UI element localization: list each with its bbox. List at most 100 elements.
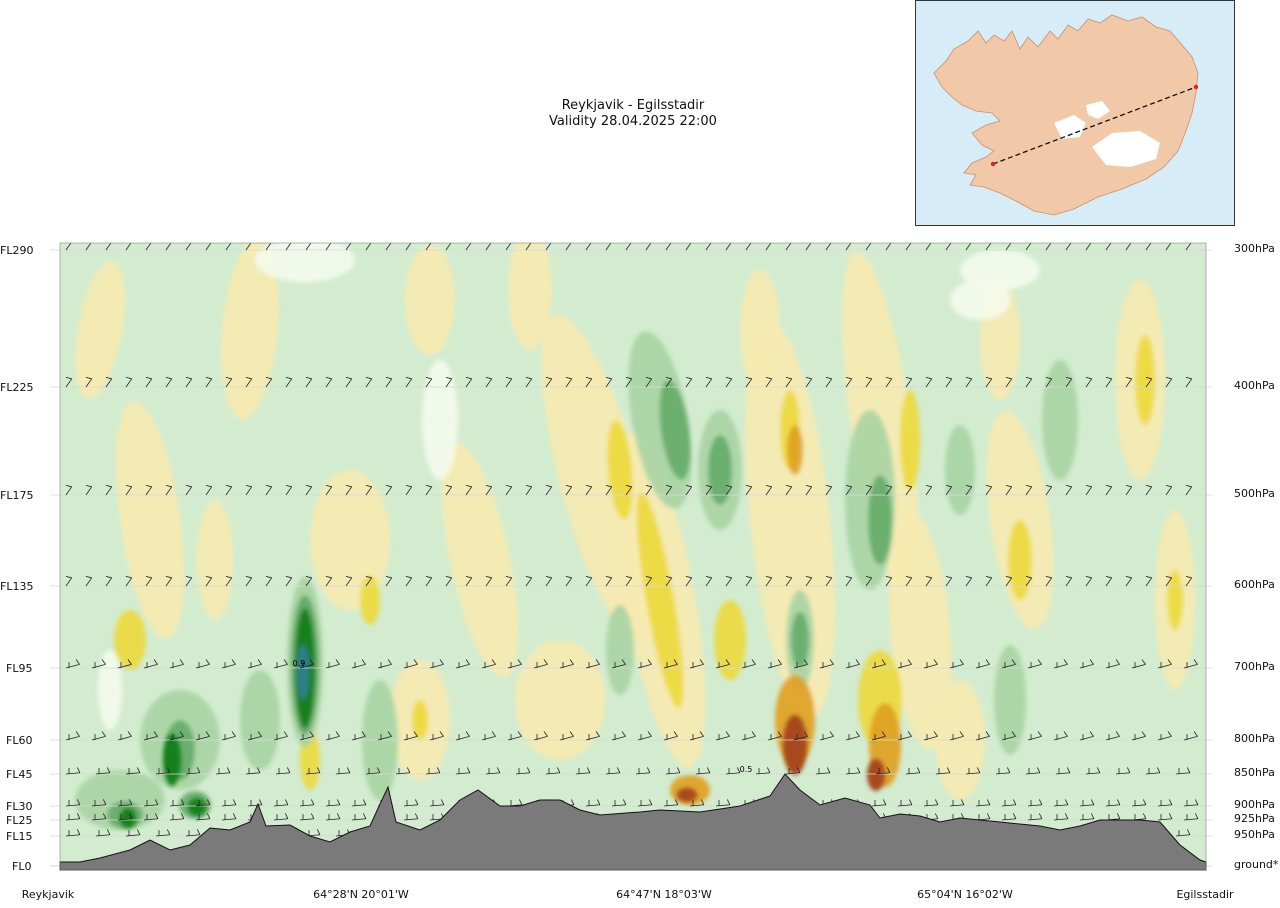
wind-barb bbox=[455, 731, 470, 741]
wind-barb bbox=[405, 484, 413, 496]
wind-barb bbox=[905, 484, 913, 496]
pressure-level-label: 850hPa bbox=[1234, 766, 1275, 779]
pressure-level-label: 925hPa bbox=[1234, 812, 1275, 825]
wind-barb bbox=[445, 484, 453, 496]
wind-barb bbox=[1157, 799, 1173, 807]
wind-barb bbox=[637, 731, 652, 741]
wind-barb bbox=[665, 484, 673, 496]
wind-barb bbox=[465, 376, 473, 388]
wind-barb bbox=[65, 829, 81, 837]
wind-barb bbox=[325, 731, 340, 741]
wind-barb bbox=[345, 575, 353, 587]
wind-barb bbox=[741, 731, 756, 741]
wind-barb bbox=[145, 376, 153, 388]
wind-barb bbox=[485, 575, 493, 587]
wind-barb bbox=[1145, 484, 1153, 496]
wind-barb bbox=[299, 659, 314, 669]
field-annotation: 0.5 bbox=[740, 765, 753, 774]
wind-barb bbox=[445, 575, 453, 587]
wind-barb bbox=[1145, 767, 1161, 775]
wind-barb bbox=[637, 659, 652, 669]
wind-barb bbox=[585, 575, 593, 587]
wind-barb bbox=[65, 376, 73, 388]
wind-barb bbox=[481, 659, 496, 669]
wind-barb bbox=[949, 799, 965, 807]
wind-barb bbox=[545, 575, 553, 587]
wind-barb bbox=[1105, 799, 1121, 807]
wind-barb bbox=[1131, 799, 1147, 807]
wind-barb bbox=[325, 813, 341, 821]
wind-barb bbox=[1105, 484, 1113, 496]
wind-barb bbox=[105, 575, 113, 587]
wind-barb bbox=[1045, 484, 1053, 496]
wind-barb bbox=[155, 829, 171, 837]
wind-barb bbox=[559, 731, 574, 741]
wind-barb bbox=[1105, 659, 1120, 669]
wind-barb bbox=[985, 484, 993, 496]
wind-barb bbox=[1027, 813, 1043, 821]
wind-barb bbox=[905, 575, 913, 587]
wind-barb bbox=[725, 376, 733, 388]
wind-barb bbox=[1125, 376, 1133, 388]
wind-barb bbox=[897, 799, 913, 807]
wind-barb bbox=[585, 799, 601, 807]
wind-barb bbox=[605, 575, 613, 587]
wind-barb bbox=[805, 484, 813, 496]
wind-barb bbox=[365, 575, 373, 587]
wind-barb bbox=[505, 376, 513, 388]
wind-barb bbox=[195, 799, 211, 807]
wind-barb bbox=[965, 575, 973, 587]
wind-barb bbox=[403, 813, 419, 821]
wind-barb bbox=[705, 575, 713, 587]
wind-barb bbox=[429, 659, 444, 669]
wind-barb bbox=[611, 799, 627, 807]
wind-barb bbox=[871, 799, 887, 807]
wind-barb bbox=[505, 575, 513, 587]
wind-barb bbox=[225, 484, 233, 496]
wind-barb bbox=[525, 484, 533, 496]
wind-barb bbox=[605, 767, 621, 775]
wind-barb bbox=[897, 659, 912, 669]
wind-barb bbox=[715, 799, 731, 807]
wind-barb bbox=[385, 575, 393, 587]
wind-barb bbox=[385, 376, 393, 388]
wind-barb bbox=[225, 376, 233, 388]
wind-barb bbox=[1185, 575, 1193, 587]
wind-barb bbox=[245, 767, 261, 775]
wind-barb bbox=[819, 731, 834, 741]
wind-barb bbox=[485, 376, 493, 388]
wind-barb bbox=[145, 575, 153, 587]
wind-barb bbox=[455, 659, 470, 669]
wind-barb bbox=[145, 484, 153, 496]
route-map bbox=[915, 0, 1235, 226]
wind-barb bbox=[125, 829, 141, 837]
wind-barb bbox=[351, 731, 366, 741]
wind-barb bbox=[1025, 575, 1033, 587]
wind-barb bbox=[845, 731, 860, 741]
wind-barb bbox=[85, 376, 93, 388]
wind-barb bbox=[125, 376, 133, 388]
wind-barb bbox=[425, 767, 441, 775]
wind-barb bbox=[273, 813, 289, 821]
flight-level-label: FL45 bbox=[6, 768, 33, 781]
wind-barb bbox=[185, 376, 193, 388]
wind-barb bbox=[377, 731, 392, 741]
wind-barb bbox=[533, 659, 548, 669]
wind-barb bbox=[725, 484, 733, 496]
wind-barb bbox=[1183, 659, 1198, 669]
pressure-level-label: 400hPa bbox=[1234, 379, 1275, 392]
wind-barb bbox=[351, 659, 366, 669]
wind-barb bbox=[965, 484, 973, 496]
wind-barb bbox=[1105, 575, 1113, 587]
wind-barb bbox=[685, 575, 693, 587]
wind-barb bbox=[1085, 767, 1101, 775]
wind-barb bbox=[985, 575, 993, 587]
wind-barb bbox=[559, 659, 574, 669]
wind-barb bbox=[403, 799, 419, 807]
wind-barb bbox=[741, 659, 756, 669]
wind-barb bbox=[91, 731, 106, 741]
wind-barb bbox=[429, 731, 444, 741]
route-position-label: Reykjavik bbox=[21, 888, 75, 901]
wind-barb bbox=[905, 767, 921, 775]
wind-barb bbox=[815, 767, 831, 775]
